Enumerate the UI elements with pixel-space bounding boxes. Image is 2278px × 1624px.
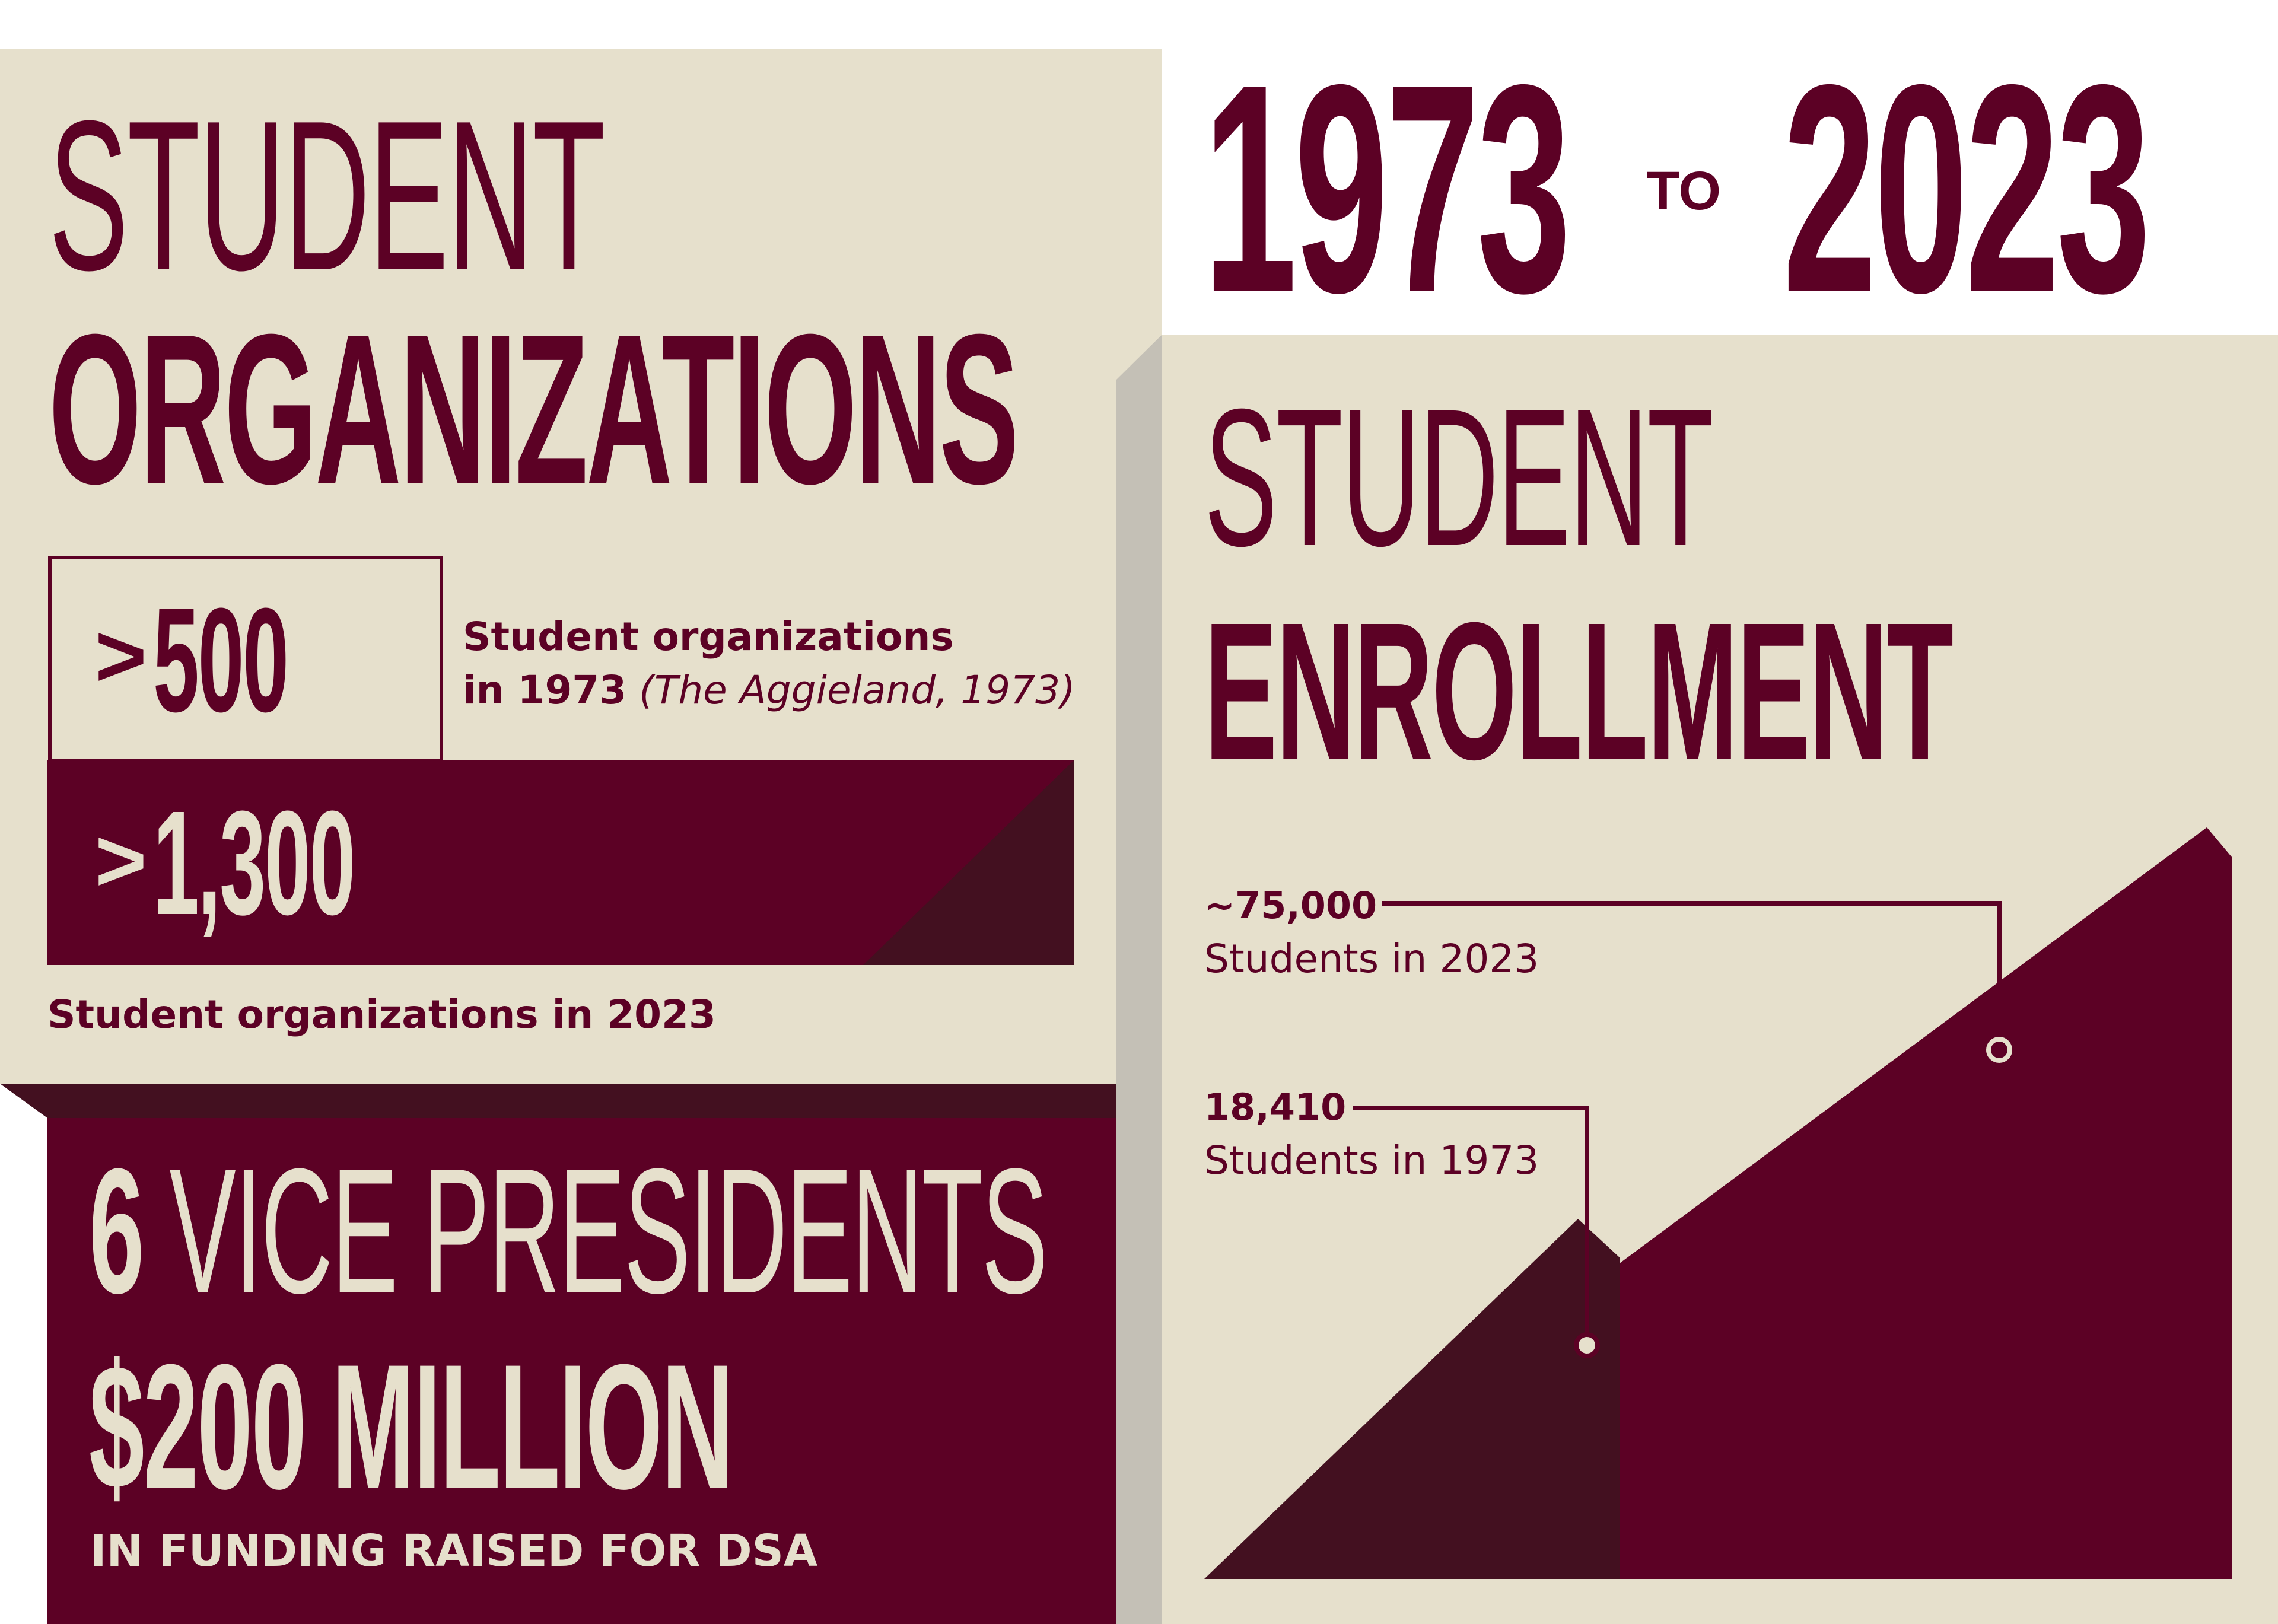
callout-line-2023	[1382, 901, 2002, 1050]
enrollment-2023-value: ~75,000	[1204, 884, 1377, 927]
funding-caption: IN FUNDING RAISED FOR DSA	[90, 1526, 818, 1577]
enrollment-1973-value: 18,410	[1204, 1085, 1347, 1129]
enrollment-panel-shadow	[1116, 335, 1162, 1624]
leadership-panel	[47, 1118, 1116, 1624]
year-end: 2023	[1783, 23, 2150, 354]
stat-1973-caption-year: in 1973	[463, 667, 627, 713]
stat-1973-caption-line2: in 1973 (The Aggieland, 1973)	[463, 667, 1076, 713]
enrollment-1973-label: Students in 1973	[1204, 1138, 1539, 1183]
year-connector: TO	[1646, 161, 1722, 221]
leadership-panel-shadow	[0, 1084, 1116, 1118]
stat-1973-value: 500	[153, 577, 289, 743]
chart-mountain-1973	[1204, 1219, 1620, 1579]
callout-line-1973	[1353, 1106, 1589, 1345]
organizations-title-line2: ORGANIZATIONS	[49, 290, 1019, 528]
stat-1973-caption-source: (The Aggieland, 1973)	[639, 667, 1076, 713]
year-start: 1973	[1203, 23, 1571, 354]
chart-mountain-2023	[1620, 827, 2232, 1579]
stat-2023-bar-shade	[863, 760, 1074, 965]
vice-presidents-label: VICE PRESIDENTS	[169, 1131, 1048, 1330]
stat-2023-caption: Student organizations in 2023	[47, 992, 716, 1037]
callout-marker-2023	[1986, 1037, 2012, 1063]
stat-2023-value: 1,300	[153, 780, 355, 945]
stat-2023-prefix: >	[95, 810, 147, 910]
callout-marker-1973	[1574, 1332, 1600, 1358]
enrollment-title-line1: STUDENT	[1204, 368, 1714, 587]
enrollment-2023-label: Students in 2023	[1204, 936, 1539, 982]
vice-presidents-line: 6 VICE PRESIDENTS	[89, 1142, 1048, 1320]
funding-amount: $200 MILLION	[89, 1327, 733, 1526]
stat-1973-caption-line1: Student organizations	[463, 614, 954, 660]
enrollment-title-line2: ENROLLMENT	[1204, 581, 1954, 800]
vice-presidents-count: 6	[89, 1131, 144, 1330]
stat-1973-prefix: >	[95, 606, 147, 705]
organizations-title-line1: STUDENT	[49, 77, 606, 315]
